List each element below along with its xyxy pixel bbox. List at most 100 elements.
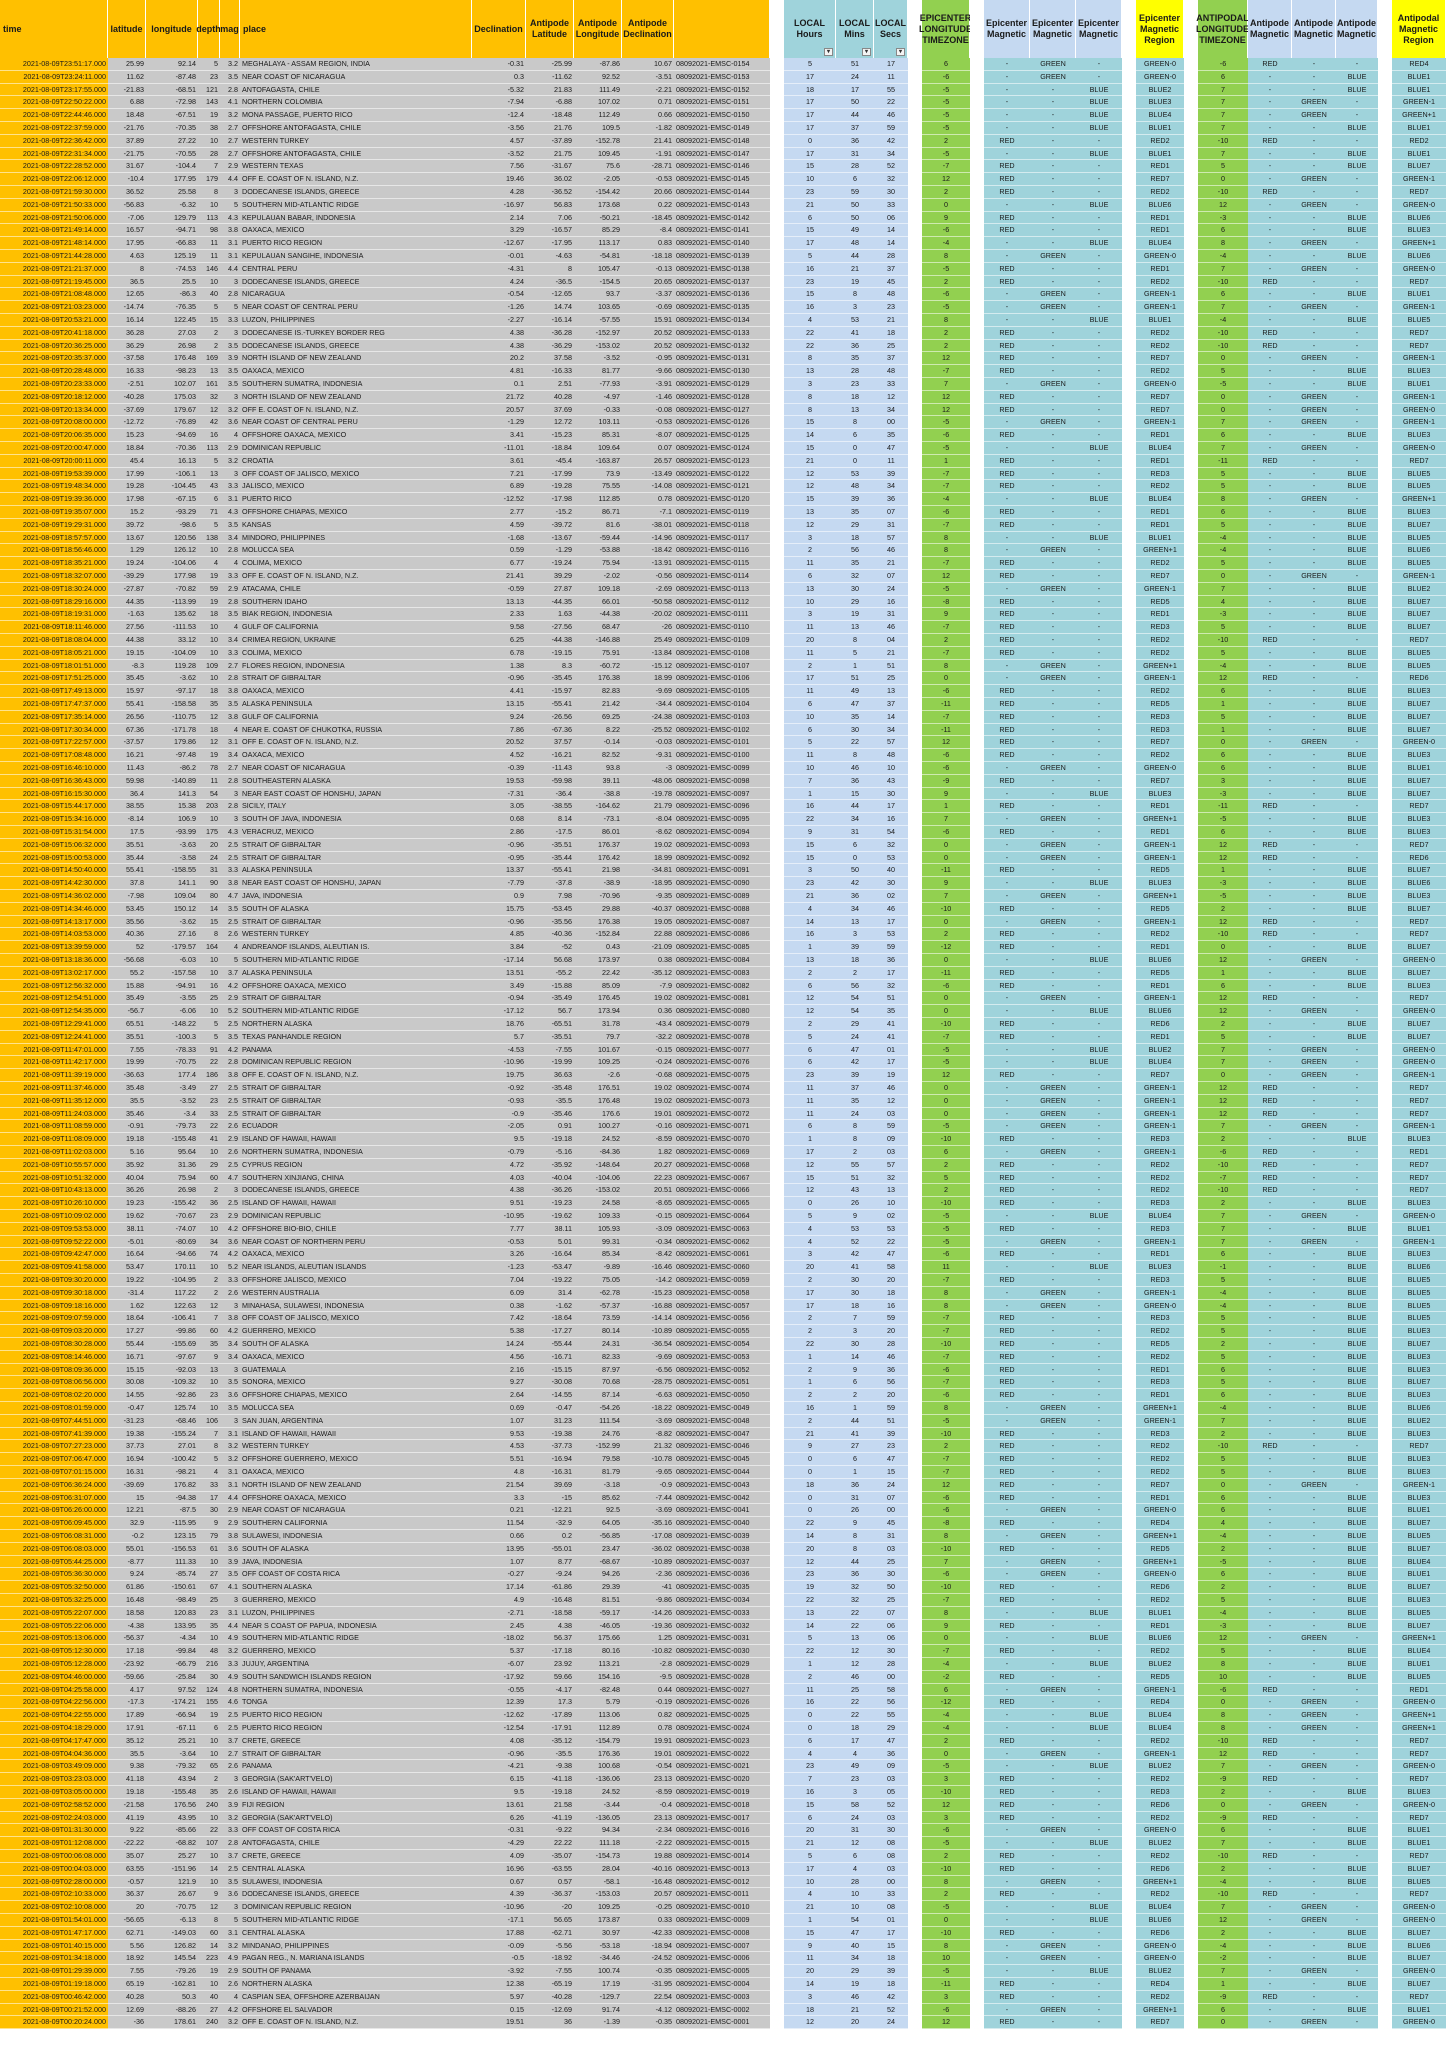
cell-gap6[interactable] [1378, 1798, 1392, 1812]
cell-em3[interactable]: - [1076, 1350, 1122, 1364]
cell-gap6[interactable] [1378, 774, 1392, 788]
cell-depth[interactable]: 43 [198, 480, 220, 494]
table-row[interactable]: 2021-08-09T05:32:50.000 61.86 -150.61 67 4.1… [0, 1581, 1446, 1594]
cell-lm[interactable]: 6 [836, 838, 874, 852]
table-row[interactable]: 2021-08-09T03:23:03.000 41.18 43.94 2 3 GEORG… [0, 1773, 1446, 1786]
cell-atz[interactable]: 7 [1198, 96, 1248, 110]
cell-place[interactable]: STRAIT OF GIBRALTAR [240, 1082, 472, 1095]
cell-gap5[interactable] [1184, 403, 1198, 417]
cell-lm[interactable]: 52 [836, 1235, 874, 1249]
cell-alat[interactable]: 21.58 [526, 1798, 574, 1812]
cell-am2[interactable]: GREEN [1292, 1005, 1336, 1018]
cell-lon[interactable]: 102.07 [146, 378, 198, 391]
cell-em1[interactable]: RED [984, 1440, 1030, 1454]
cell-ls[interactable]: 32 [874, 173, 908, 186]
cell-lon[interactable]: -3.63 [146, 838, 198, 852]
cell-gap1[interactable] [770, 352, 784, 366]
cell-alat[interactable]: -35.49 [526, 992, 574, 1006]
cell-em3[interactable]: - [1076, 352, 1122, 366]
cell-lm[interactable]: 29 [836, 1018, 874, 1031]
column-header-amr[interactable]: Antipodal Magnetic Region [1392, 0, 1446, 58]
cell-em3[interactable]: - [1076, 262, 1122, 276]
cell-em1[interactable]: RED [984, 1696, 1030, 1710]
cell-gap2[interactable] [908, 1978, 922, 1991]
cell-em2[interactable]: GREEN [1030, 1120, 1076, 1134]
cell-mag[interactable]: 4.4 [220, 1619, 240, 1633]
cell-lat[interactable]: 12.69 [108, 2003, 146, 2017]
cell-gap3[interactable] [970, 1299, 984, 1313]
cell-lon[interactable]: 119.28 [146, 659, 198, 673]
cell-lm[interactable]: 35 [836, 506, 874, 519]
cell-lon[interactable]: -76.89 [146, 416, 198, 430]
cell-alat[interactable]: 36.02 [526, 173, 574, 186]
cell-am3[interactable]: - [1336, 198, 1378, 212]
cell-place[interactable]: MOLUCCA SEA [240, 544, 472, 558]
cell-emr[interactable]: GREEN+1 [1136, 813, 1184, 826]
cell-alat[interactable]: -16.33 [526, 365, 574, 378]
cell-amr[interactable]: BLUE7 [1392, 621, 1446, 634]
cell-lat[interactable]: 36.5 [108, 275, 146, 289]
cell-lon[interactable]: -179.57 [146, 941, 198, 954]
cell-depth[interactable]: 5 [198, 454, 220, 468]
cell-gap5[interactable] [1184, 1773, 1198, 1786]
cell-time[interactable]: 2021-08-09T17:35:14.000 [0, 710, 108, 724]
cell-etz[interactable]: -6 [922, 749, 970, 762]
cell-am1[interactable]: - [1248, 890, 1292, 903]
cell-gap3[interactable] [970, 339, 984, 353]
cell-id[interactable]: 08092021-EMSC-0139 [674, 250, 770, 263]
cell-lh[interactable]: 22 [784, 1594, 836, 1607]
cell-atz[interactable]: 6 [1198, 70, 1248, 84]
cell-gap3[interactable] [970, 275, 984, 289]
cell-depth[interactable]: 61 [198, 1542, 220, 1556]
cell-depth[interactable]: 10 [198, 134, 220, 148]
cell-etz[interactable]: 2 [922, 1440, 970, 1454]
cell-alon[interactable]: 29.39 [574, 1581, 622, 1594]
cell-emr[interactable]: RED7 [1136, 736, 1184, 750]
cell-am2[interactable]: - [1292, 710, 1336, 724]
cell-decl[interactable]: 4.28 [472, 186, 526, 199]
cell-atz[interactable]: 5 [1198, 621, 1248, 634]
cell-gap1[interactable] [770, 1440, 784, 1454]
cell-lh[interactable]: 11 [784, 1082, 836, 1095]
cell-adecl[interactable]: -2.8 [622, 1658, 674, 1671]
cell-depth[interactable]: 10 [198, 1875, 220, 1889]
cell-place[interactable]: OFFSHORE BIO-BIO, CHILE [240, 1222, 472, 1236]
cell-alon[interactable]: -82.48 [574, 1683, 622, 1697]
cell-adecl[interactable]: 19.05 [622, 915, 674, 929]
cell-decl[interactable]: 9.53 [472, 1427, 526, 1441]
cell-emr[interactable]: BLUE4 [1136, 109, 1184, 122]
cell-em1[interactable]: - [984, 301, 1030, 314]
cell-gap2[interactable] [908, 1107, 922, 1121]
cell-lm[interactable]: 19 [836, 275, 874, 289]
cell-lh[interactable]: 23 [784, 186, 836, 199]
cell-amr[interactable]: BLUE1 [1392, 1658, 1446, 1671]
cell-alon[interactable]: 92.5 [574, 1504, 622, 1518]
cell-decl[interactable]: 0.67 [472, 1875, 526, 1889]
cell-adecl[interactable]: -16.88 [622, 1299, 674, 1313]
cell-em2[interactable]: - [1030, 352, 1076, 366]
cell-place[interactable]: STRAIT OF GIBRALTAR [240, 1107, 472, 1121]
cell-em2[interactable]: - [1030, 1018, 1076, 1031]
cell-alat[interactable]: -9.24 [526, 1568, 574, 1582]
cell-time[interactable]: 2021-08-09T11:42:17.000 [0, 1056, 108, 1070]
cell-id[interactable]: 08092021-EMSC-0105 [674, 685, 770, 698]
cell-am2[interactable]: - [1292, 134, 1336, 148]
cell-lm[interactable]: 53 [836, 1222, 874, 1236]
cell-mag[interactable]: 2.6 [220, 928, 240, 942]
cell-em1[interactable]: - [984, 237, 1030, 250]
cell-emr[interactable]: RED1 [1136, 941, 1184, 954]
cell-gap2[interactable] [908, 1952, 922, 1966]
cell-em2[interactable]: - [1030, 2016, 1076, 2030]
cell-gap5[interactable] [1184, 390, 1198, 404]
cell-am2[interactable]: - [1292, 595, 1336, 609]
cell-alat[interactable]: 37.57 [526, 736, 574, 750]
cell-lon[interactable]: -3.64 [146, 1747, 198, 1761]
cell-am2[interactable]: - [1292, 659, 1336, 673]
cell-amr[interactable]: BLUE5 [1392, 1670, 1446, 1684]
table-row[interactable]: 2021-08-09T16:46:10.000 11.43 -86.2 78 2.7 NE… [0, 762, 1446, 775]
table-row[interactable]: 2021-08-09T20:41:18.000 36.28 27.03 2 3 DODEC… [0, 326, 1446, 340]
cell-am3[interactable]: BLUE [1336, 122, 1378, 135]
cell-time[interactable]: 2021-08-09T18:05:21.000 [0, 646, 108, 660]
cell-gap4[interactable] [1122, 1875, 1136, 1889]
cell-lon[interactable]: -110.75 [146, 710, 198, 724]
